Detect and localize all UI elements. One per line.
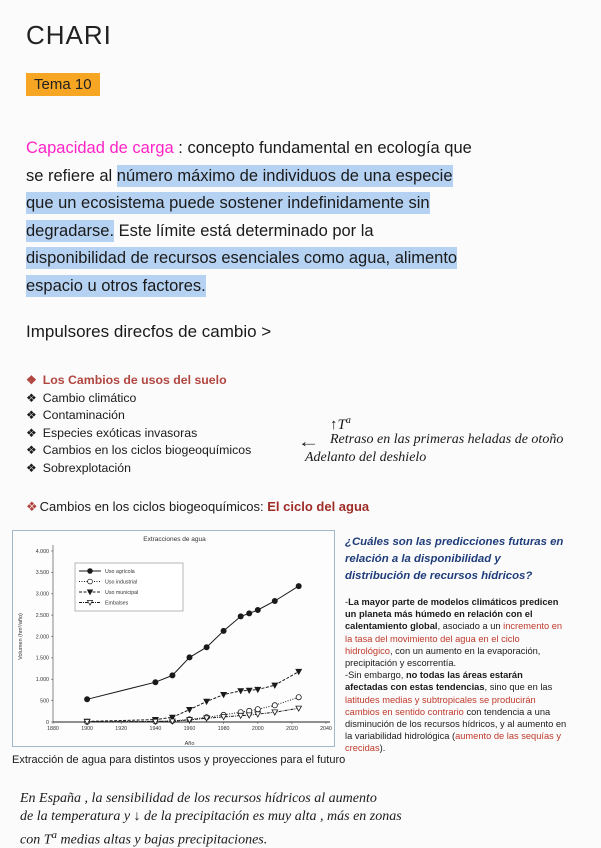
svg-text:1.000: 1.000 bbox=[36, 677, 49, 683]
svg-text:1920: 1920 bbox=[115, 726, 127, 732]
svg-text:Año: Año bbox=[185, 741, 195, 747]
svg-text:Volumen (hm³/año): Volumen (hm³/año) bbox=[18, 613, 24, 660]
svg-text:0: 0 bbox=[46, 720, 49, 726]
svg-text:500: 500 bbox=[40, 698, 49, 704]
svg-text:Uso agrícola: Uso agrícola bbox=[105, 569, 135, 575]
svg-text:Extracciones de agua: Extracciones de agua bbox=[143, 536, 206, 543]
svg-text:Uso municipal: Uso municipal bbox=[105, 590, 138, 596]
svg-text:3.500: 3.500 bbox=[36, 570, 49, 576]
svg-text:Embalses: Embalses bbox=[105, 600, 129, 606]
svg-text:4.000: 4.000 bbox=[36, 549, 49, 555]
svg-text:2.000: 2.000 bbox=[36, 634, 49, 640]
svg-text:Uso industrial: Uso industrial bbox=[105, 579, 137, 585]
svg-text:2040: 2040 bbox=[320, 726, 332, 732]
svg-text:1880: 1880 bbox=[47, 726, 59, 732]
svg-text:1980: 1980 bbox=[218, 726, 230, 732]
svg-text:2020: 2020 bbox=[286, 726, 298, 732]
svg-text:2.500: 2.500 bbox=[36, 613, 49, 619]
svg-text:1.500: 1.500 bbox=[36, 656, 49, 662]
svg-text:1960: 1960 bbox=[184, 726, 196, 732]
svg-text:1900: 1900 bbox=[81, 726, 93, 732]
svg-text:1940: 1940 bbox=[150, 726, 162, 732]
svg-text:3.000: 3.000 bbox=[36, 592, 49, 598]
svg-text:2000: 2000 bbox=[252, 726, 264, 732]
